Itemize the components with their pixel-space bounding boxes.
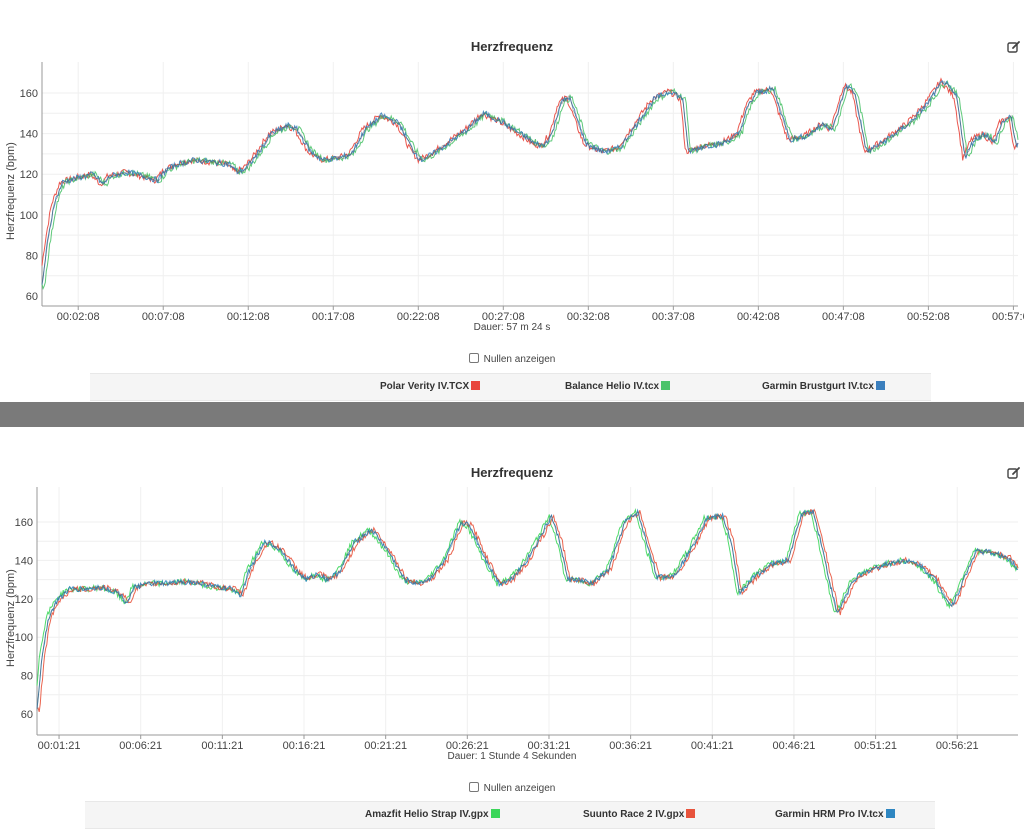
x-tick-label: 00:11:21 xyxy=(201,740,243,752)
line-chart: 60 80 100 120 140 160 00:02:08 00:07:08 00:12:08… xyxy=(20,62,1024,323)
duration-label: Dauer: 1 Stunde 4 Sekunden xyxy=(447,751,577,762)
legend-item-series-1[interactable]: Amazfit Helio Strap IV.gpx xyxy=(365,809,500,820)
y-tick-label: 120 xyxy=(15,594,33,606)
legend: Polar Verity IV.TCX Balance Helio IV.tcx… xyxy=(90,373,931,401)
y-tick-label: 100 xyxy=(15,632,33,644)
chart-title: Herzfrequenz xyxy=(470,465,554,480)
x-tick-label: 00:42:08 xyxy=(737,311,780,323)
x-tick-label: 00:27:08 xyxy=(482,311,525,323)
legend-swatch xyxy=(686,809,696,818)
line-chart: 60 80 100 120 140 160 00:01:21 00:06:21 00:11:21… xyxy=(15,487,1019,752)
chart-panel-bottom: Herzfrequenz Herzfrequenz (bpm) 60 80 100 1… xyxy=(0,427,1024,830)
legend-item-series-2[interactable]: Suunto Race 2 IV.gpx xyxy=(583,809,696,820)
legend-label: Suunto Race 2 IV.gpx xyxy=(583,809,685,820)
grid xyxy=(42,62,1018,306)
legend-item-series-3[interactable]: Garmin HRM Pro IV.tcx xyxy=(775,809,895,820)
series-overlay-line xyxy=(41,80,1019,285)
legend-swatch xyxy=(490,809,500,818)
y-tick-label: 80 xyxy=(26,250,38,262)
x-tick-label: 00:02:08 xyxy=(57,311,100,323)
checkbox[interactable] xyxy=(468,782,479,792)
y-tick-label: 100 xyxy=(20,210,38,222)
x-tick-label: 00:46:21 xyxy=(773,740,816,752)
x-tick-label: 00:16:21 xyxy=(283,740,326,752)
x-tick-label: 00:56:21 xyxy=(936,740,979,752)
x-tick-label: 00:41:21 xyxy=(691,740,734,752)
x-tick-label: 00:47:08 xyxy=(822,311,865,323)
x-tick-label: 00:07:08 xyxy=(142,311,185,323)
legend-swatch xyxy=(875,381,885,390)
series-line-3 xyxy=(41,79,1019,285)
legend-item-series-3[interactable]: Garmin Brustgurt IV.tcx xyxy=(762,381,885,392)
duration-label: Dauer: 57 m 24 s xyxy=(473,322,551,333)
x-tick-label: 00:32:08 xyxy=(567,311,610,323)
y-tick-label: 80 xyxy=(21,671,33,683)
x-tick-label: 00:01:21 xyxy=(38,740,81,752)
series-line-2 xyxy=(41,79,1019,291)
checkbox[interactable] xyxy=(468,353,479,363)
x-tick-label: 00:57:08 xyxy=(992,311,1024,323)
x-tick-label: 00:12:08 xyxy=(227,311,270,323)
legend-swatch xyxy=(885,809,895,818)
legend-item-series-2[interactable]: Balance Helio IV.tcx xyxy=(565,381,671,392)
edit-icon[interactable] xyxy=(1007,466,1021,480)
x-tick-label: 00:06:21 xyxy=(119,740,162,752)
show-zeros-toggle[interactable]: Nullen anzeigen xyxy=(0,782,1024,794)
x-tick-label: 00:26:21 xyxy=(446,740,489,752)
divider xyxy=(0,402,1024,427)
series-line-3 xyxy=(36,508,1019,709)
chart-panel-top: Herzfrequenz Herzfrequenz (bpm) 60 80 100 1… xyxy=(0,0,1024,402)
series-line-1 xyxy=(41,77,1019,266)
x-tick-label: 00:17:08 xyxy=(312,311,355,323)
grid xyxy=(37,487,1018,735)
x-tick-label: 00:51:21 xyxy=(854,740,897,752)
legend-label: Polar Verity IV.TCX xyxy=(380,381,470,392)
y-tick-label: 60 xyxy=(26,291,38,303)
x-tick-label: 00:37:08 xyxy=(652,311,695,323)
series-line-1 xyxy=(36,508,1019,686)
y-tick-label: 140 xyxy=(20,129,38,141)
legend: Amazfit Helio Strap IV.gpx Suunto Race 2… xyxy=(85,801,935,829)
legend-item-series-1[interactable]: Polar Verity IV.TCX xyxy=(380,381,481,392)
y-tick-label: 140 xyxy=(15,555,33,567)
legend-label: Garmin HRM Pro IV.tcx xyxy=(775,809,884,820)
x-tick-label: 00:36:21 xyxy=(609,740,652,752)
legend-swatch xyxy=(471,381,481,390)
series-overlay-line xyxy=(36,509,1019,711)
legend-label: Balance Helio IV.tcx xyxy=(565,381,660,392)
y-tick-label: 160 xyxy=(15,517,33,529)
series-line-2 xyxy=(36,508,1019,713)
x-tick-label: 00:22:08 xyxy=(397,311,440,323)
x-tick-label: 00:21:21 xyxy=(364,740,407,752)
y-tick-label: 60 xyxy=(21,709,33,721)
legend-swatch xyxy=(661,381,671,390)
y-tick-label: 160 xyxy=(20,88,38,100)
show-zeros-toggle[interactable]: Nullen anzeigen xyxy=(0,353,1024,365)
y-tick-label: 120 xyxy=(20,169,38,181)
show-zeros-label: Nullen anzeigen xyxy=(483,354,556,365)
legend-label: Garmin Brustgurt IV.tcx xyxy=(762,381,874,392)
show-zeros-label: Nullen anzeigen xyxy=(483,783,556,794)
x-tick-label: 00:31:21 xyxy=(528,740,571,752)
chart-title: Herzfrequenz xyxy=(470,39,554,54)
legend-label: Amazfit Helio Strap IV.gpx xyxy=(365,809,489,820)
edit-icon[interactable] xyxy=(1007,40,1021,54)
x-tick-label: 00:52:08 xyxy=(907,311,950,323)
